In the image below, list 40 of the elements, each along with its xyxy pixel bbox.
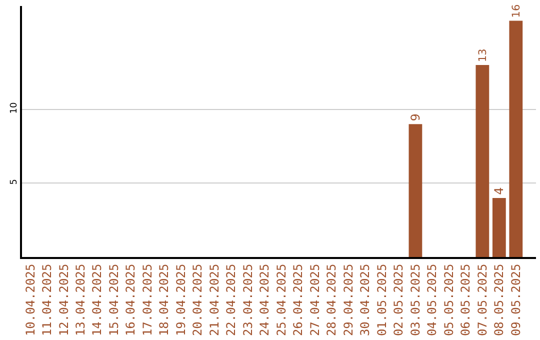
data-label: 13 — [476, 48, 489, 62]
x-tick-label: 03.05.2025 — [408, 264, 422, 336]
bar — [476, 65, 490, 257]
x-tick-label: 07.05.2025 — [475, 264, 490, 336]
x-tick-label: 30.04.2025 — [358, 264, 372, 336]
data-label: 4 — [492, 187, 506, 195]
x-tick-label: 01.05.2025 — [374, 264, 389, 336]
x-tick-label: 02.05.2025 — [392, 264, 406, 336]
x-tick-label: 22.04.2025 — [224, 264, 238, 336]
x-tick-label: 27.04.2025 — [308, 264, 322, 336]
x-tick-label: 16.04.2025 — [124, 264, 138, 336]
x-tick-label: 28.04.2025 — [324, 264, 339, 336]
data-label: 9 — [408, 113, 422, 122]
x-tick-label: 11.04.2025 — [40, 264, 54, 336]
x-tick-label: 23.04.2025 — [240, 264, 255, 336]
x-tick-label: 06.05.2025 — [458, 264, 473, 336]
x-tick-label: 20.04.2025 — [190, 264, 205, 336]
x-tick-label: 04.05.2025 — [425, 264, 440, 336]
y-tick-label: 5 — [9, 178, 20, 185]
x-tick-label: 24.04.2025 — [258, 264, 272, 336]
x-tick-label: 15.04.2025 — [106, 264, 121, 336]
x-tick-label: 18.04.2025 — [157, 264, 172, 336]
y-tick-label: 10 — [9, 102, 20, 114]
x-tick-label: 13.04.2025 — [74, 264, 88, 336]
data-label: 16 — [510, 4, 522, 18]
x-tick-label: 08.05.2025 — [492, 264, 506, 336]
x-tick-label: 14.04.2025 — [90, 264, 104, 336]
x-tick-label: 19.04.2025 — [174, 264, 188, 336]
bar — [492, 198, 506, 257]
x-tick-label: 05.05.2025 — [442, 264, 456, 336]
x-tick-label: 26.04.2025 — [291, 264, 306, 336]
x-tick-label: 12.04.2025 — [56, 264, 71, 336]
x-tick-label: 17.04.2025 — [140, 264, 154, 336]
x-tick-label: 29.04.2025 — [341, 264, 356, 336]
x-tick-label: 25.04.2025 — [274, 264, 288, 336]
x-tick-label: 10.04.2025 — [23, 264, 38, 336]
x-tick-label: 21.04.2025 — [207, 264, 222, 336]
bar — [408, 124, 422, 257]
bar — [509, 20, 523, 257]
x-tick-label: 09.05.2025 — [508, 264, 523, 336]
